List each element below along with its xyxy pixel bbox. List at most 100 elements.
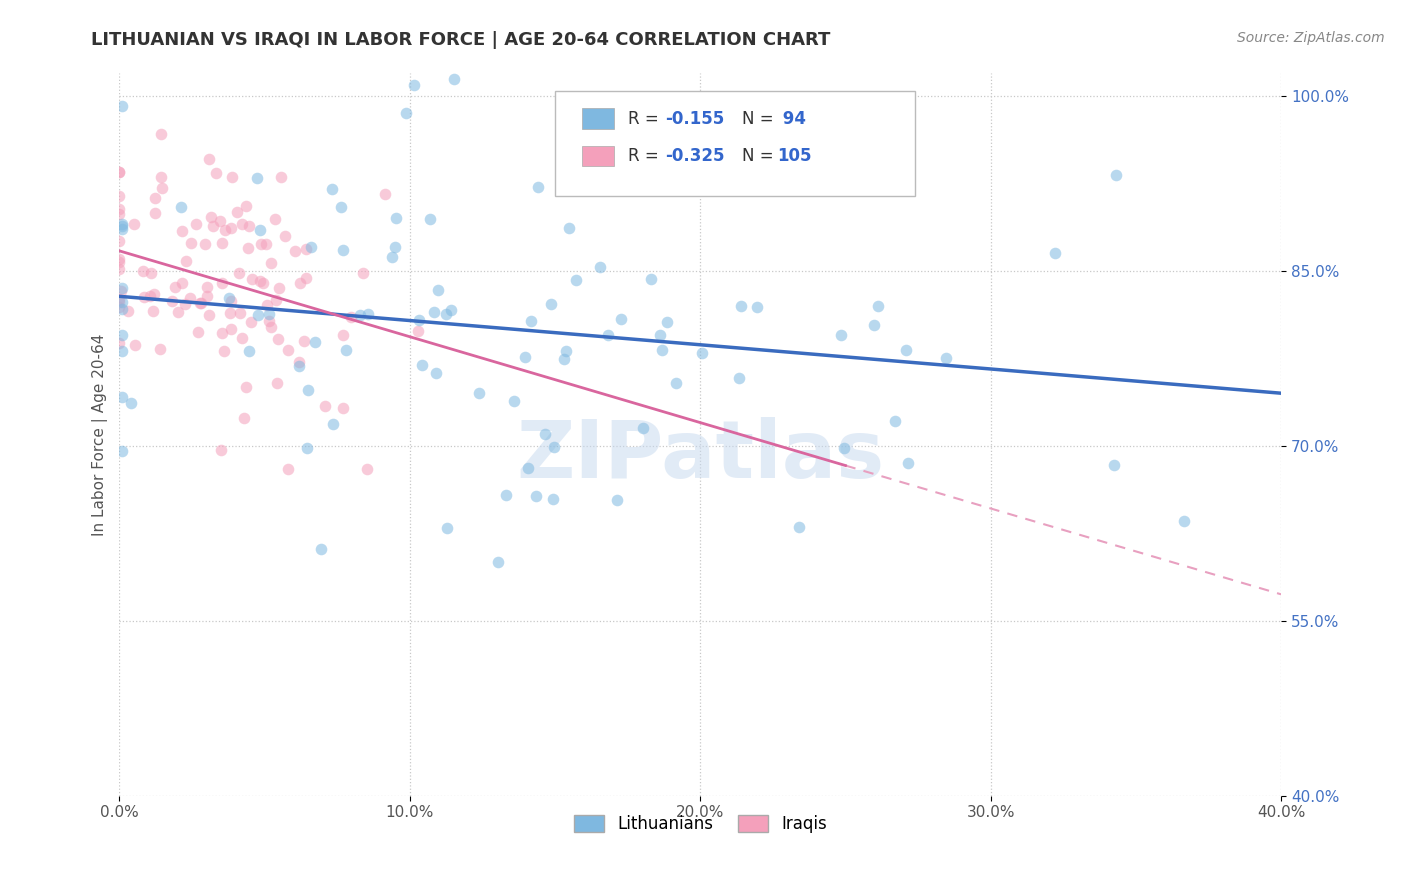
Text: 105: 105: [778, 147, 811, 165]
Y-axis label: In Labor Force | Age 20-64: In Labor Force | Age 20-64: [93, 334, 108, 535]
Point: [236, 241, 259, 255]
Point: [332, 401, 354, 415]
Point: [221, 169, 243, 184]
Point: [264, 293, 287, 307]
Point: [209, 443, 232, 458]
Point: [218, 291, 240, 305]
Point: [132, 264, 155, 278]
Point: [332, 243, 354, 257]
Point: [225, 204, 247, 219]
Point: [249, 223, 271, 237]
Point: [186, 325, 208, 339]
Point: [170, 277, 193, 291]
Point: [260, 256, 283, 270]
Point: [665, 376, 688, 390]
Point: [440, 303, 463, 318]
Point: [541, 491, 564, 506]
Point: [894, 343, 917, 357]
FancyBboxPatch shape: [555, 91, 915, 196]
Point: [211, 326, 233, 340]
Point: [139, 289, 162, 303]
Point: [111, 281, 134, 295]
Point: [332, 327, 354, 342]
Point: [111, 328, 134, 343]
Point: [247, 308, 270, 322]
Point: [648, 328, 671, 343]
Text: -0.155: -0.155: [665, 110, 724, 128]
Point: [198, 153, 221, 167]
Point: [174, 297, 197, 311]
Point: [883, 414, 905, 428]
Point: [1173, 514, 1195, 528]
Point: [149, 343, 172, 357]
Point: [219, 306, 242, 320]
Point: [179, 291, 201, 305]
Point: [108, 252, 131, 266]
Point: [108, 300, 131, 314]
Point: [239, 315, 262, 329]
Point: [142, 287, 165, 301]
Point: [655, 315, 678, 329]
Point: [111, 99, 134, 113]
Point: [503, 394, 526, 409]
Point: [142, 304, 165, 318]
Point: [186, 217, 208, 231]
Point: [443, 71, 465, 86]
Point: [730, 299, 752, 313]
Point: [256, 298, 278, 312]
Point: [238, 219, 260, 233]
Point: [411, 358, 433, 372]
Point: [108, 235, 131, 249]
Point: [277, 462, 299, 476]
Point: [200, 210, 222, 224]
Point: [211, 277, 233, 291]
Point: [167, 304, 190, 318]
Point: [143, 206, 166, 220]
Point: [122, 217, 145, 231]
Point: [720, 174, 742, 188]
Text: R =: R =: [628, 147, 664, 165]
Point: [111, 294, 134, 309]
Point: [150, 180, 173, 194]
Point: [340, 310, 363, 325]
Point: [640, 272, 662, 286]
Point: [124, 338, 146, 352]
Text: N =: N =: [742, 110, 779, 128]
Point: [108, 207, 131, 221]
Point: [540, 297, 562, 311]
Point: [228, 266, 250, 280]
Point: [1045, 246, 1067, 260]
Point: [108, 255, 131, 269]
Point: [235, 380, 257, 394]
Point: [205, 166, 228, 180]
Point: [149, 127, 172, 141]
Point: [295, 270, 318, 285]
Point: [169, 201, 191, 215]
Point: [111, 443, 134, 458]
Point: [259, 307, 281, 321]
Point: [219, 322, 242, 336]
Point: [242, 272, 264, 286]
Point: [111, 301, 134, 316]
Point: [408, 324, 430, 338]
Point: [309, 542, 332, 557]
Point: [194, 236, 217, 251]
Point: [357, 307, 380, 321]
Point: [249, 274, 271, 288]
Point: [543, 441, 565, 455]
Text: ZIPatlas: ZIPatlas: [516, 417, 884, 495]
Point: [935, 351, 957, 365]
Point: [564, 150, 586, 164]
Point: [553, 351, 575, 366]
Point: [197, 289, 219, 303]
Point: [198, 308, 221, 322]
Point: [160, 293, 183, 308]
Point: [250, 236, 273, 251]
Point: [606, 492, 628, 507]
Point: [427, 283, 450, 297]
Point: [266, 376, 288, 390]
Point: [515, 350, 537, 364]
Point: [408, 313, 430, 327]
Point: [139, 266, 162, 280]
Point: [468, 385, 491, 400]
